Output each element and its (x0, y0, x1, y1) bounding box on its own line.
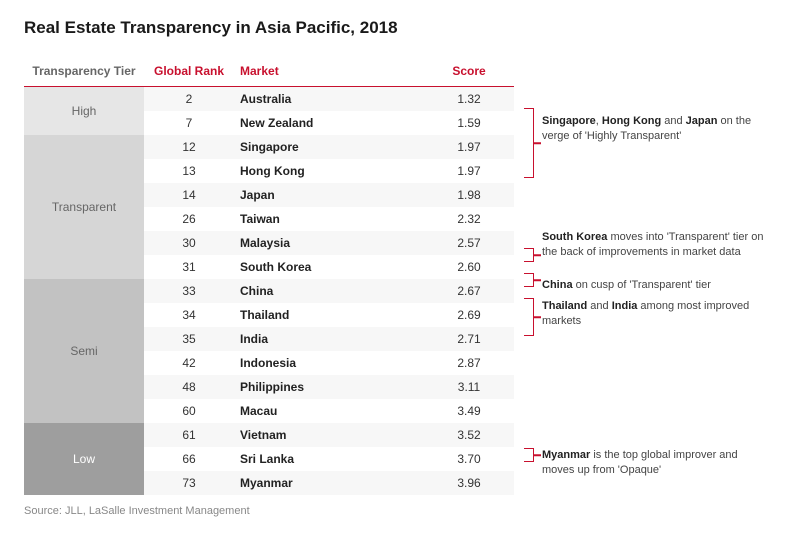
score-cell: 2.57 (424, 231, 514, 255)
rank-cell: 33 (144, 279, 234, 303)
score-cell: 1.32 (424, 87, 514, 112)
market-cell: Macau (234, 399, 424, 423)
market-cell: Australia (234, 87, 424, 112)
rank-cell: 42 (144, 351, 234, 375)
market-cell: Thailand (234, 303, 424, 327)
score-cell: 3.96 (424, 471, 514, 495)
bracket-icon (524, 273, 534, 287)
table-row: Low61Vietnam3.52 (24, 423, 514, 447)
rank-cell: 30 (144, 231, 234, 255)
rank-cell: 48 (144, 375, 234, 399)
score-cell: 2.69 (424, 303, 514, 327)
rank-cell: 60 (144, 399, 234, 423)
th-tier: Transparency Tier (24, 56, 144, 87)
chart-area: Transparency Tier Global Rank Market Sco… (24, 56, 765, 517)
market-cell: Sri Lanka (234, 447, 424, 471)
score-cell: 2.67 (424, 279, 514, 303)
rank-cell: 26 (144, 207, 234, 231)
th-rank: Global Rank (144, 56, 234, 87)
market-cell: Taiwan (234, 207, 424, 231)
bracket-icon (524, 108, 534, 178)
score-cell: 3.11 (424, 375, 514, 399)
score-cell: 3.70 (424, 447, 514, 471)
bracket-icon (524, 248, 534, 262)
score-cell: 2.71 (424, 327, 514, 351)
score-cell: 2.32 (424, 207, 514, 231)
annotation-text: South Korea moves into 'Transparent' tie… (542, 230, 772, 260)
bracket-icon (524, 448, 534, 462)
market-cell: Philippines (234, 375, 424, 399)
rank-cell: 35 (144, 327, 234, 351)
market-cell: Japan (234, 183, 424, 207)
market-cell: Myanmar (234, 471, 424, 495)
market-cell: Malaysia (234, 231, 424, 255)
th-market: Market (234, 56, 424, 87)
rank-cell: 2 (144, 87, 234, 112)
score-cell: 1.98 (424, 183, 514, 207)
market-cell: New Zealand (234, 111, 424, 135)
annotation-text: Myanmar is the top global improver and m… (542, 448, 772, 478)
bracket-icon (524, 298, 534, 336)
market-cell: South Korea (234, 255, 424, 279)
score-cell: 1.97 (424, 135, 514, 159)
rank-cell: 7 (144, 111, 234, 135)
tier-cell: High (24, 87, 144, 136)
page-title: Real Estate Transparency in Asia Pacific… (24, 18, 765, 38)
table-row: Transparent12Singapore1.97 (24, 135, 514, 159)
score-cell: 1.59 (424, 111, 514, 135)
table-wrap: Transparency Tier Global Rank Market Sco… (24, 56, 514, 517)
score-cell: 3.49 (424, 399, 514, 423)
market-cell: Vietnam (234, 423, 424, 447)
score-cell: 2.87 (424, 351, 514, 375)
tier-cell: Low (24, 423, 144, 495)
annotation-text: China on cusp of 'Transparent' tier (542, 278, 772, 293)
rank-cell: 12 (144, 135, 234, 159)
annotation-text: Singapore, Hong Kong and Japan on the ve… (542, 114, 772, 144)
market-cell: China (234, 279, 424, 303)
table-row: Semi33China2.67 (24, 279, 514, 303)
rank-cell: 31 (144, 255, 234, 279)
source-text: Source: JLL, LaSalle Investment Manageme… (24, 505, 514, 517)
table-row: High2Australia1.32 (24, 87, 514, 112)
rank-cell: 61 (144, 423, 234, 447)
rank-cell: 14 (144, 183, 234, 207)
market-cell: Singapore (234, 135, 424, 159)
score-cell: 1.97 (424, 159, 514, 183)
th-score: Score (424, 56, 514, 87)
rank-cell: 73 (144, 471, 234, 495)
market-cell: India (234, 327, 424, 351)
market-cell: Indonesia (234, 351, 424, 375)
tier-cell: Semi (24, 279, 144, 423)
annotation-text: Thailand and India among most improved m… (542, 299, 772, 329)
market-cell: Hong Kong (234, 159, 424, 183)
rank-cell: 66 (144, 447, 234, 471)
rank-cell: 34 (144, 303, 234, 327)
transparency-table: Transparency Tier Global Rank Market Sco… (24, 56, 514, 495)
score-cell: 3.52 (424, 423, 514, 447)
rank-cell: 13 (144, 159, 234, 183)
tier-cell: Transparent (24, 135, 144, 279)
score-cell: 2.60 (424, 255, 514, 279)
